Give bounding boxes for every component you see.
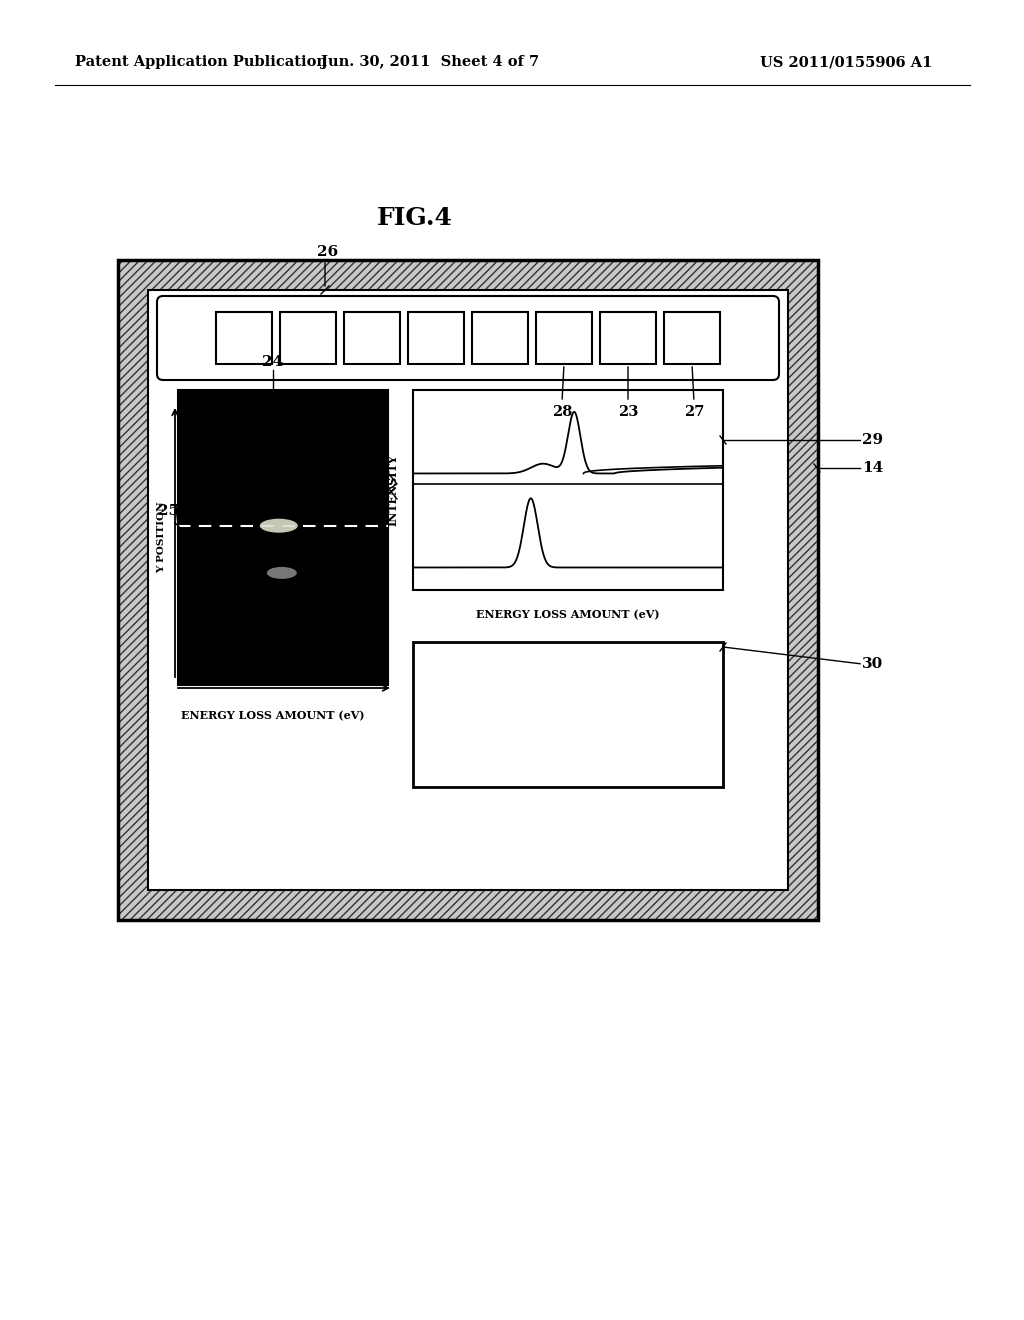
Text: 25: 25 bbox=[158, 504, 179, 517]
Bar bbox=[118, 890, 818, 920]
Bar bbox=[600, 312, 656, 364]
Text: Y POSITION: Y POSITION bbox=[158, 502, 167, 573]
Bar bbox=[536, 312, 592, 364]
Bar bbox=[413, 389, 723, 590]
Text: ENERGY LOSS AMOUNT (eV): ENERGY LOSS AMOUNT (eV) bbox=[181, 710, 365, 722]
Bar bbox=[280, 312, 336, 364]
Text: Patent Application Publication: Patent Application Publication bbox=[75, 55, 327, 69]
Text: 28: 28 bbox=[552, 405, 572, 418]
Text: Jun. 30, 2011  Sheet 4 of 7: Jun. 30, 2011 Sheet 4 of 7 bbox=[321, 55, 539, 69]
Bar bbox=[118, 260, 148, 920]
Bar bbox=[344, 312, 400, 364]
Text: FIG.4: FIG.4 bbox=[377, 206, 453, 230]
Bar bbox=[118, 260, 818, 290]
Bar bbox=[413, 642, 723, 787]
Text: 24: 24 bbox=[262, 355, 283, 370]
Bar bbox=[472, 312, 528, 364]
Text: 14: 14 bbox=[862, 461, 884, 475]
Text: ENERGY LOSS AMOUNT (eV): ENERGY LOSS AMOUNT (eV) bbox=[476, 610, 659, 620]
Text: 29: 29 bbox=[862, 433, 883, 447]
Bar bbox=[788, 260, 818, 920]
FancyBboxPatch shape bbox=[157, 296, 779, 380]
Bar bbox=[664, 312, 720, 364]
Text: 23: 23 bbox=[617, 405, 638, 418]
Bar bbox=[216, 312, 272, 364]
Text: 30: 30 bbox=[862, 657, 884, 671]
Text: 27: 27 bbox=[684, 405, 705, 418]
Text: INTENSITY: INTENSITY bbox=[387, 454, 398, 525]
Text: 26: 26 bbox=[317, 246, 339, 259]
Ellipse shape bbox=[267, 566, 297, 579]
Bar bbox=[178, 389, 388, 685]
Bar bbox=[148, 290, 788, 890]
Bar bbox=[408, 312, 464, 364]
Bar bbox=[118, 260, 818, 920]
Bar bbox=[148, 290, 788, 890]
Ellipse shape bbox=[260, 519, 298, 533]
Text: US 2011/0155906 A1: US 2011/0155906 A1 bbox=[760, 55, 933, 69]
